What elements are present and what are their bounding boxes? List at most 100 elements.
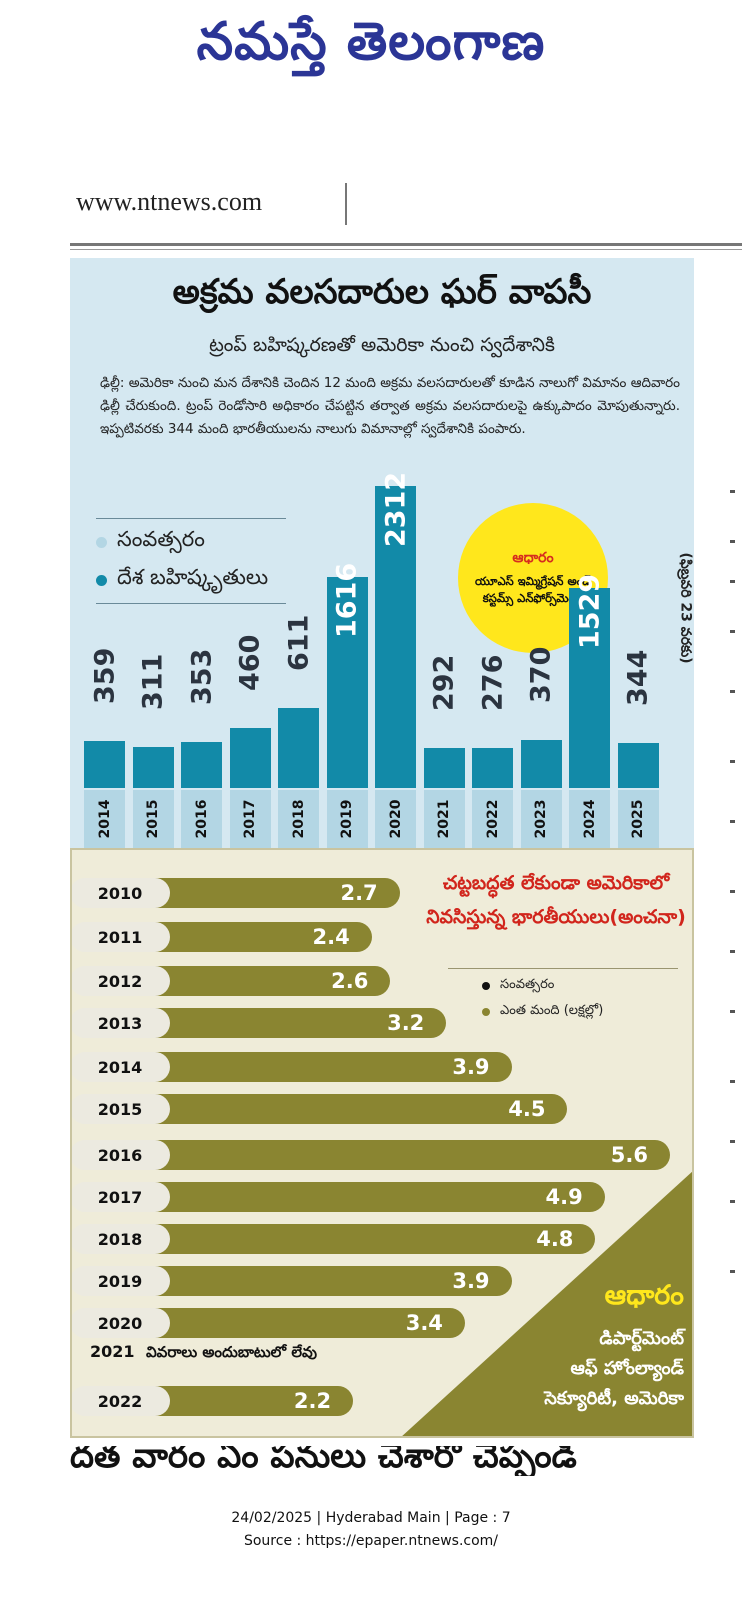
undocumented-bar-2019: 3.9 <box>148 1266 512 1296</box>
undocumented-bar-2010: 2.7 <box>148 878 400 908</box>
undocumented-value-2013: 3.2 <box>387 1011 425 1035</box>
undocumented-value-2016: 5.6 <box>610 1143 648 1167</box>
legend-divider <box>96 603 286 604</box>
deportee-bar-2017 <box>229 727 271 788</box>
undocumented-bar-2018: 4.8 <box>148 1224 596 1254</box>
header-rule-thin <box>70 249 742 250</box>
undocumented-bar-2012: 2.6 <box>148 966 391 996</box>
undocumented-bar-2014: 3.9 <box>148 1052 512 1082</box>
undocumented-value-2011: 2.4 <box>312 925 350 949</box>
deportee-bar-2014 <box>84 741 125 788</box>
deportee-value-2018: 611 <box>283 614 314 672</box>
year-pill-2020: 2020 <box>70 1308 170 1338</box>
year-pill-2014: 2014 <box>70 1052 170 1082</box>
year-pill-2017: 2017 <box>70 1182 170 1212</box>
legend-label-deportees: దేశ బహిష్కృతులు <box>117 565 269 589</box>
footer-source[interactable]: Source : https://epaper.ntnews.com/ <box>243 1533 499 1549</box>
legend-item-count: ఎంత మంది (లక్షల్లో) <box>482 1003 678 1021</box>
year-pill-2016: 2016 <box>70 1140 170 1170</box>
year-cell-2020: 2020 <box>375 790 416 848</box>
deportee-value-2024: 1529 <box>574 574 605 650</box>
blue-dot-icon <box>96 574 107 586</box>
source-triangle <box>400 1170 694 1438</box>
na-text: వివరాలు అందుబాటులో లేవు <box>146 1343 317 1361</box>
year-pill-2015: 2015 <box>70 1094 170 1124</box>
year-pill-2013: 2013 <box>70 1008 170 1038</box>
deportee-value-2021: 292 <box>428 654 460 711</box>
masthead-logo: నమస్తే తెలంగాణ <box>196 12 546 72</box>
undocumented-bar-2013: 3.2 <box>148 1008 447 1038</box>
year-cell-2016: 2016 <box>181 790 222 848</box>
light-blue-dot-icon <box>96 536 107 548</box>
deportee-bar-2020 <box>375 486 416 788</box>
undocumented-value-2012: 2.6 <box>331 969 369 993</box>
legend-label-year: సంవత్సరం <box>117 527 205 551</box>
year-pill-2019: 2019 <box>70 1266 170 1296</box>
bottom-source-title: ఆధారం <box>604 1280 684 1311</box>
legend-item-year: సంవత్సరం <box>482 977 678 995</box>
source-badge-title: ఆధారం <box>512 549 554 566</box>
na-year-label: 2021 <box>90 1342 135 1361</box>
deportee-bar-2022 <box>472 748 513 788</box>
site-url[interactable]: www.ntnews.com <box>76 187 263 216</box>
legend-divider <box>448 968 678 969</box>
deportee-bar-2024 <box>569 588 610 788</box>
top-chart-legend: సంవత్సరం దేశ బహిష్కృతులు <box>96 518 296 604</box>
deportee-bar-2021 <box>423 748 465 788</box>
undocumented-value-2020: 3.4 <box>405 1311 443 1335</box>
year-cell-2015: 2015 <box>132 790 174 848</box>
article-body: ఢిల్లీ: అమెరికా నుంచి మన దేశానికి చెందిన… <box>100 375 680 437</box>
deportee-bar-2016 <box>181 741 222 788</box>
bottom-source-line-2: ఆఫ్ హోంల్యాండ్ <box>570 1358 684 1379</box>
deportee-value-2015: 311 <box>137 654 169 711</box>
olive-dot-icon <box>482 1008 490 1016</box>
deportee-value-2016: 353 <box>186 648 217 705</box>
next-article-headline-text: దత వారం ఏం పనులు చేశారో చెప్పండి <box>70 1446 577 1476</box>
date-note-text: (ఫిబ్రవరి 23 వరకు) <box>677 552 694 664</box>
legend-item-year: సంవత్సరం <box>96 527 296 557</box>
undocumented-bar-2022: 2.2 <box>148 1386 354 1416</box>
year-pill-2012: 2012 <box>70 966 170 996</box>
bottom-chart-legend: సంవత్సరం ఎంత మంది (లక్షల్లో) <box>448 968 678 1029</box>
deportee-bar-2018 <box>278 708 319 788</box>
source-badge-body: యూఎస్ ఇమ్మిగ్రేషన్ అండ్ కస్టమ్స్ ఎన్‌ఫోర… <box>474 573 592 605</box>
year-cell-2023: 2023 <box>520 790 562 848</box>
deportee-value-2017: 460 <box>234 634 266 691</box>
bottom-source-line-1: డిపార్ట్‌మెంట్ <box>599 1328 684 1349</box>
legend-divider <box>96 518 286 519</box>
url-divider <box>345 183 347 225</box>
bottom-panel-border <box>70 848 694 1438</box>
deportee-value-2014: 359 <box>89 647 120 705</box>
undocumented-value-2010: 2.7 <box>340 881 378 905</box>
bottom-chart-title: చట్టబద్ధత లేకుండా అమెరికాలో నివసిస్తున్న… <box>426 872 686 928</box>
year-pill-2011: 2011 <box>70 922 170 952</box>
year-pill-2022: 2022 <box>70 1386 170 1416</box>
year-cell-2019: 2019 <box>326 790 368 848</box>
black-dot-icon <box>482 982 490 990</box>
undocumented-value-2017: 4.9 <box>545 1185 583 1209</box>
deportee-bar-2023 <box>520 739 562 788</box>
undocumented-panel: చట్టబద్ధత లేకుండా అమెరికాలో నివసిస్తున్న… <box>70 848 694 1438</box>
deportee-bar-2015 <box>132 747 174 788</box>
undocumented-bar-2020: 3.4 <box>148 1308 465 1338</box>
year-cell-2022: 2022 <box>472 790 513 848</box>
header-rule <box>70 243 742 246</box>
deportee-value-2019: 1616 <box>331 562 363 638</box>
deportee-value-2023: 370 <box>525 646 557 703</box>
undocumented-bar-2015: 4.5 <box>148 1094 568 1124</box>
date-note: (ఫిబ్రవరి 23 వరకు) <box>674 523 694 693</box>
undocumented-bar-2011: 2.4 <box>148 922 372 952</box>
undocumented-bar-2016: 5.6 <box>148 1140 670 1170</box>
undocumented-value-2015: 4.5 <box>508 1097 546 1121</box>
year-pill-2018: 2018 <box>70 1224 170 1254</box>
undocumented-value-2019: 3.9 <box>452 1269 490 1293</box>
deportee-value-2020: 2312 <box>380 471 411 547</box>
bottom-source-line-3: సెక్యూరిటీ, అమెరికా <box>544 1388 684 1409</box>
year-pill-2010: 2010 <box>70 878 170 908</box>
deportation-panel: అక్రమ వలసదారుల ఘర్ వాపసీ ట్రంప్ బహిష్కరణ… <box>70 258 694 866</box>
legend-label-count: ఎంత మంది (లక్షల్లో) <box>500 1003 604 1018</box>
undocumented-value-2022: 2.2 <box>293 1389 332 1413</box>
undocumented-value-2014: 3.9 <box>452 1055 490 1079</box>
deportee-value-2025: 344 <box>622 649 654 707</box>
legend-item-deportees: దేశ బహిష్కృతులు <box>96 565 296 595</box>
